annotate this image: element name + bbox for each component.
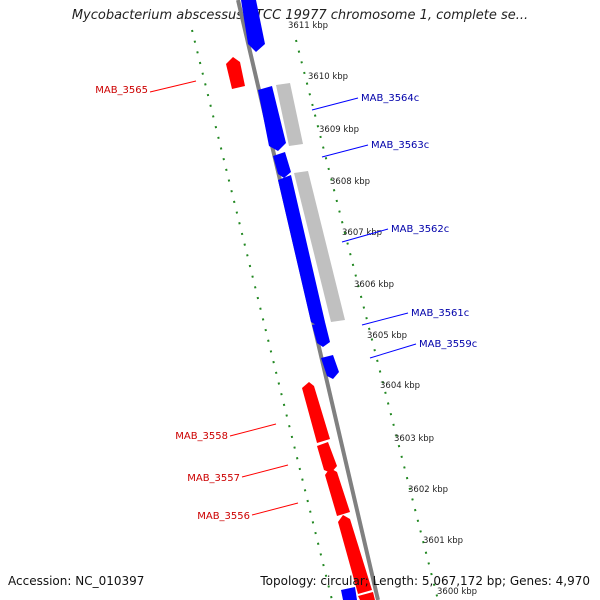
gene-3562c[interactable] [278, 175, 325, 326]
gene-3555[interactable] [338, 515, 372, 594]
leader-line [321, 144, 369, 158]
tick-label: 3601 kbp [423, 536, 463, 546]
gene-label[interactable]: MAB_3556 [197, 511, 250, 522]
gene-3555c[interactable] [341, 587, 357, 600]
leader-line [229, 423, 277, 437]
gene-label[interactable]: MAB_3565 [95, 85, 148, 96]
gene-body-3564c[interactable] [276, 83, 303, 146]
gene-label[interactable]: MAB_3559c [419, 339, 477, 350]
tick-label: 3606 kbp [354, 280, 394, 290]
leader-line [369, 343, 417, 359]
gene-3557[interactable] [317, 442, 337, 473]
gene-3565[interactable] [226, 57, 245, 89]
gene-label[interactable]: MAB_3557 [187, 473, 240, 484]
gene-3554[interactable] [358, 592, 375, 600]
tick-label: 3609 kbp [319, 125, 359, 135]
tick-label: 3602 kbp [408, 485, 448, 495]
summary-text: Topology: circular; Length: 5,067,172 bp… [260, 574, 590, 588]
gene-3556[interactable] [325, 468, 350, 516]
gene-3561c[interactable] [312, 322, 330, 347]
gene-label[interactable]: MAB_3564c [361, 93, 419, 104]
gene-label[interactable]: MAB_3562c [391, 224, 449, 235]
tick-label: 3608 kbp [330, 177, 370, 187]
gene-3563c[interactable] [273, 152, 291, 178]
position-ticks: 3611 kbp 3610 kbp 3609 kbp 3608 kbp 3607… [288, 21, 477, 597]
map-title: Mycobacterium abscessus ATCC 19977 chrom… [71, 8, 529, 23]
gene-3559c[interactable] [321, 355, 339, 379]
leader-line [311, 97, 359, 111]
gene-label[interactable]: MAB_3563c [371, 140, 429, 151]
reverse-gene-labels: MAB_3564c MAB_3563c MAB_3562c MAB_3561c … [311, 93, 477, 359]
accession-text: Accession: NC_010397 [8, 574, 145, 588]
tick-label: 3605 kbp [367, 331, 407, 341]
gene-3564c[interactable] [258, 86, 286, 151]
leader-line [251, 502, 299, 516]
tick-label: 3610 kbp [308, 72, 348, 82]
gene-3558[interactable] [302, 382, 330, 443]
tick-label: 3604 kbp [380, 381, 420, 391]
leader-line [361, 312, 409, 326]
leader-line [149, 80, 197, 93]
leader-line [241, 464, 289, 478]
tick-label: 3600 kbp [437, 587, 477, 597]
leader-line [341, 228, 389, 243]
gene-label[interactable]: MAB_3558 [175, 431, 228, 442]
gene-3566c[interactable] [241, 0, 265, 52]
forward-gene-labels: MAB_3565 MAB_3558 MAB_3557 MAB_3556 [95, 80, 299, 522]
tick-label: 3611 kbp [288, 21, 328, 31]
gene-body-3562c[interactable] [294, 171, 345, 322]
gene-label[interactable]: MAB_3561c [411, 308, 469, 319]
tick-label: 3607 kbp [342, 228, 382, 238]
tick-label: 3603 kbp [394, 434, 434, 444]
